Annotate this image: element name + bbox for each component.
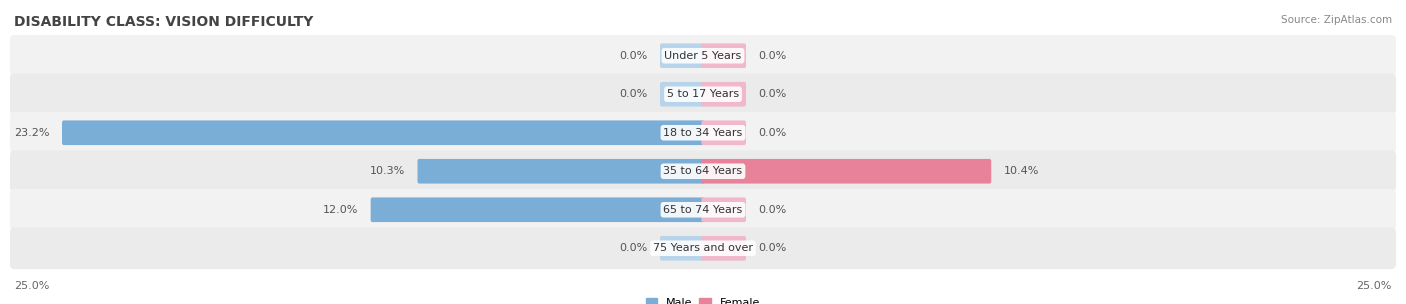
FancyBboxPatch shape bbox=[371, 197, 704, 222]
FancyBboxPatch shape bbox=[659, 43, 704, 68]
Text: 10.4%: 10.4% bbox=[1004, 166, 1039, 176]
Text: 0.0%: 0.0% bbox=[758, 205, 786, 215]
FancyBboxPatch shape bbox=[702, 82, 747, 107]
FancyBboxPatch shape bbox=[659, 82, 704, 107]
FancyBboxPatch shape bbox=[702, 43, 747, 68]
Text: 10.3%: 10.3% bbox=[370, 166, 405, 176]
Text: Under 5 Years: Under 5 Years bbox=[665, 51, 741, 61]
FancyBboxPatch shape bbox=[418, 159, 704, 184]
Text: 0.0%: 0.0% bbox=[758, 51, 786, 61]
Text: 65 to 74 Years: 65 to 74 Years bbox=[664, 205, 742, 215]
FancyBboxPatch shape bbox=[10, 150, 1396, 192]
Text: 25.0%: 25.0% bbox=[1357, 281, 1392, 291]
FancyBboxPatch shape bbox=[702, 120, 747, 145]
Text: 25.0%: 25.0% bbox=[14, 281, 49, 291]
Text: 12.0%: 12.0% bbox=[323, 205, 359, 215]
FancyBboxPatch shape bbox=[62, 120, 704, 145]
FancyBboxPatch shape bbox=[10, 227, 1396, 269]
Text: Source: ZipAtlas.com: Source: ZipAtlas.com bbox=[1281, 15, 1392, 25]
Text: DISABILITY CLASS: VISION DIFFICULTY: DISABILITY CLASS: VISION DIFFICULTY bbox=[14, 15, 314, 29]
FancyBboxPatch shape bbox=[10, 35, 1396, 77]
Text: 0.0%: 0.0% bbox=[620, 243, 648, 253]
Text: 0.0%: 0.0% bbox=[758, 89, 786, 99]
FancyBboxPatch shape bbox=[702, 197, 747, 222]
Text: 35 to 64 Years: 35 to 64 Years bbox=[664, 166, 742, 176]
Legend: Male, Female: Male, Female bbox=[641, 294, 765, 304]
FancyBboxPatch shape bbox=[10, 189, 1396, 230]
Text: 23.2%: 23.2% bbox=[14, 128, 49, 138]
Text: 0.0%: 0.0% bbox=[758, 243, 786, 253]
FancyBboxPatch shape bbox=[10, 112, 1396, 154]
Text: 75 Years and over: 75 Years and over bbox=[652, 243, 754, 253]
Text: 0.0%: 0.0% bbox=[758, 128, 786, 138]
Text: 5 to 17 Years: 5 to 17 Years bbox=[666, 89, 740, 99]
Text: 18 to 34 Years: 18 to 34 Years bbox=[664, 128, 742, 138]
FancyBboxPatch shape bbox=[10, 74, 1396, 115]
Text: 0.0%: 0.0% bbox=[620, 51, 648, 61]
Text: 0.0%: 0.0% bbox=[620, 89, 648, 99]
FancyBboxPatch shape bbox=[702, 159, 991, 184]
FancyBboxPatch shape bbox=[659, 236, 704, 261]
FancyBboxPatch shape bbox=[702, 236, 747, 261]
